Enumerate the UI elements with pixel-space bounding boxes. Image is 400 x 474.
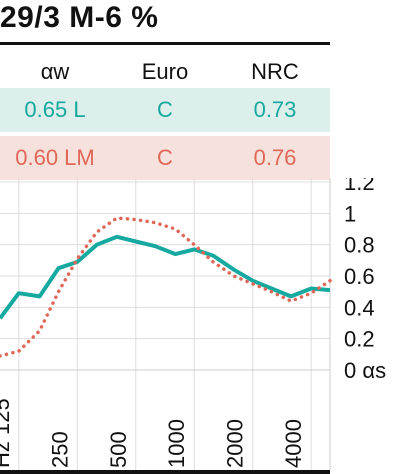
row1-aw: 0.65 L	[24, 97, 86, 122]
y-tick-label: 0.8	[344, 233, 375, 258]
y-tick-label: 0 αs	[344, 358, 386, 383]
x-tick-label: 2000	[223, 419, 248, 468]
series-line-2	[0, 216, 332, 358]
x-tick-label: 500	[106, 431, 131, 468]
table-row: 0.60 LM C 0.76	[0, 136, 330, 180]
row1-euro: C	[157, 97, 173, 122]
x-tick-label: 250	[47, 431, 72, 468]
x-tick-label: Hz 125	[0, 398, 14, 468]
x-tick-label: 4000	[281, 419, 306, 468]
y-tick-label: 1.2	[344, 178, 375, 195]
y-tick-label: 0.6	[344, 264, 375, 289]
table-row: 0.65 L C 0.73	[0, 88, 330, 132]
y-tick-label: 1	[344, 201, 356, 226]
row2-euro: C	[157, 145, 173, 170]
table-header-row: αw Euro NRC	[0, 50, 330, 94]
header-euro: Euro	[141, 59, 189, 84]
row1-nrc: 0.73	[253, 97, 297, 122]
x-tick-label: 1000	[164, 419, 189, 468]
row2-nrc: 0.76	[253, 145, 297, 170]
top-rule	[0, 42, 330, 45]
series-line-1	[0, 234, 331, 320]
absorption-chart: 1.2 1 0.8 0.6 0.4 0.2 0 αs Hz 125 250 500 1000 2000…	[0, 178, 386, 470]
row2-aw: 0.60 LM	[15, 145, 95, 170]
y-tick-label: 0.4	[344, 295, 375, 320]
header-aw: αw	[40, 59, 70, 84]
y-tick-label: 0.2	[344, 327, 375, 352]
bottom-rule	[0, 470, 330, 474]
header-nrc: NRC	[251, 59, 299, 84]
page-title: 29/3 M-6 %	[0, 1, 159, 34]
